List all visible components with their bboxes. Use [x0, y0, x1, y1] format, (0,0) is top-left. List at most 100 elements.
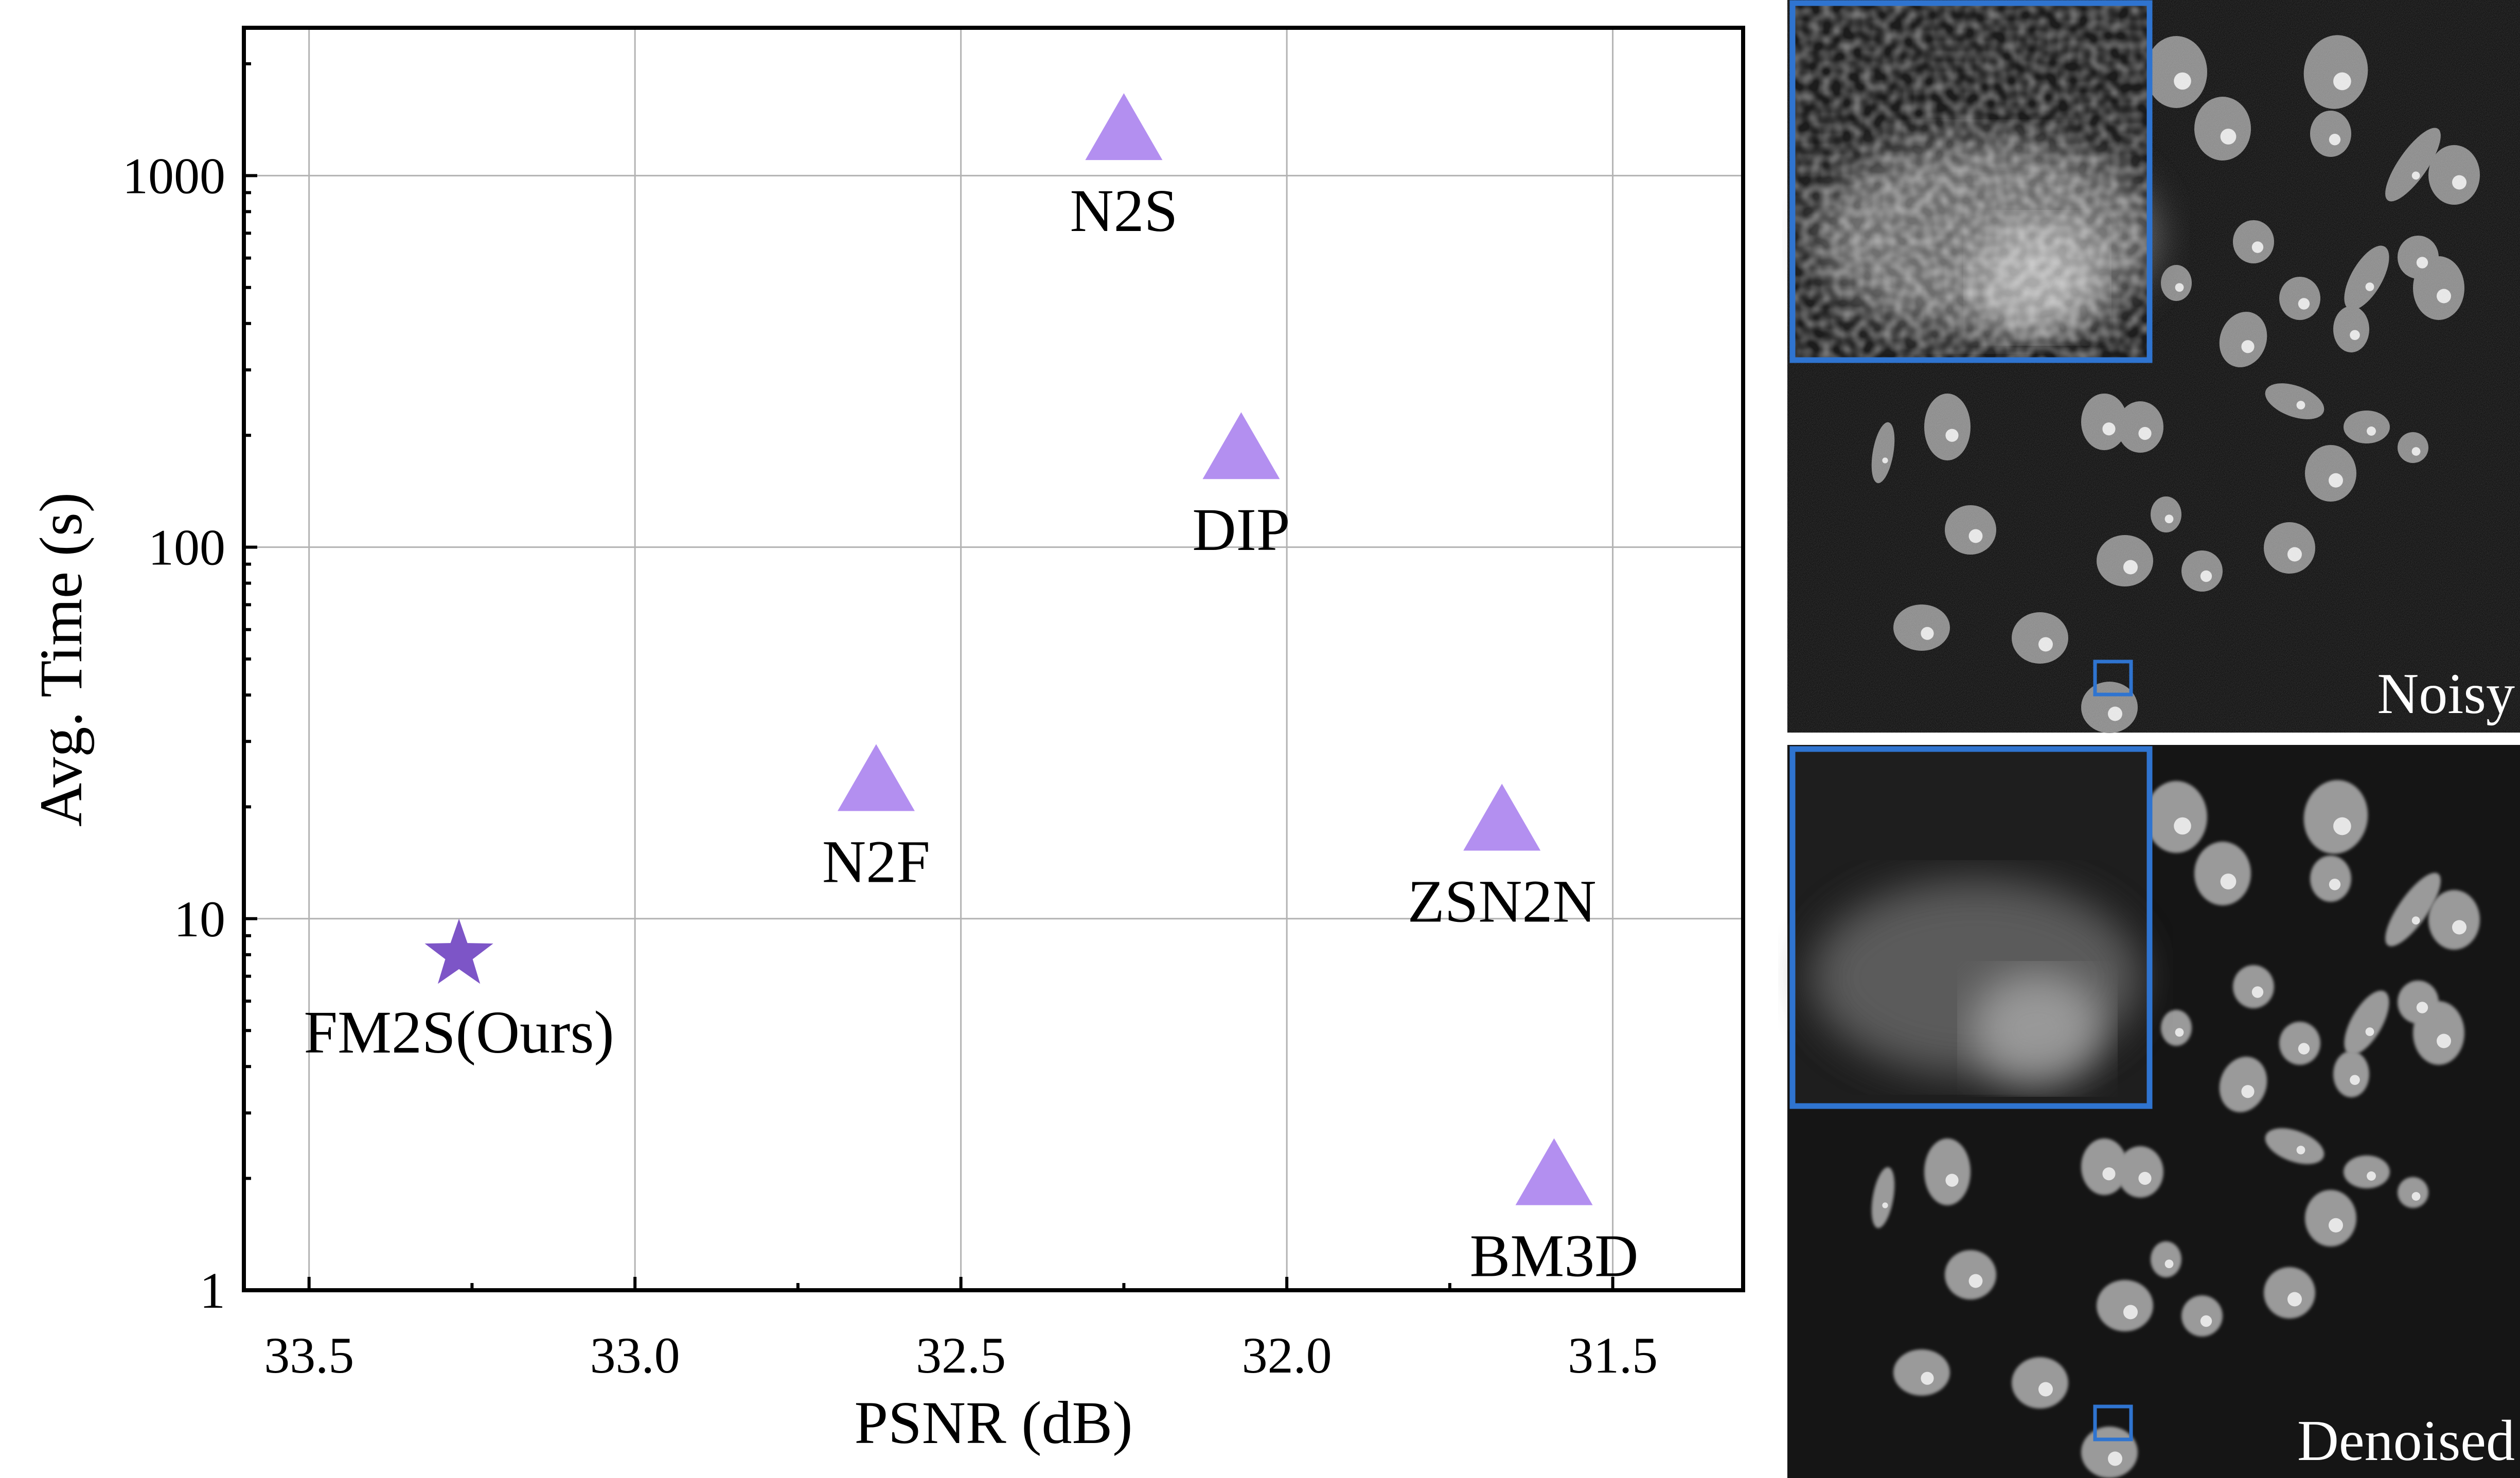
- x-tick-label: 32.5: [916, 1327, 1006, 1384]
- nucleus-spot: [2350, 1075, 2360, 1085]
- denoised-location-box: [2093, 1404, 2133, 1441]
- nucleus-spot: [2437, 1034, 2451, 1048]
- cell-nucleus: [2233, 965, 2274, 1008]
- point-label: BM3D: [1470, 1222, 1639, 1290]
- cell-nucleus: [2219, 1057, 2267, 1112]
- cell-nucleus: [1893, 1349, 1950, 1396]
- nucleus-spot: [2200, 1315, 2212, 1327]
- triangle-marker: [837, 744, 915, 811]
- cell-nucleus: [2264, 1267, 2315, 1319]
- denoised-image-panel: Denoised: [1787, 745, 2520, 1478]
- cell-nucleus: [2333, 1051, 2369, 1097]
- cell-nucleus: [2265, 1128, 2324, 1164]
- cell-nucleus: [2398, 981, 2439, 1024]
- nucleus-spot: [2329, 1218, 2343, 1233]
- nucleus-spot: [2329, 879, 2341, 891]
- cell-nucleus: [2279, 1022, 2320, 1065]
- cell-nucleus: [2145, 781, 2207, 853]
- nucleus-spot: [2452, 920, 2466, 935]
- triangle-marker: [1085, 93, 1163, 161]
- cell-nucleus: [1945, 1250, 1996, 1299]
- nucleus-spot: [2367, 1171, 2376, 1181]
- nucleus-spot: [2138, 1171, 2152, 1185]
- x-tick-label: 33.0: [590, 1327, 680, 1384]
- cell-nucleus: [2161, 1010, 2192, 1046]
- point-label: ZSN2N: [1408, 867, 1596, 935]
- nucleus-spot: [1882, 1202, 1888, 1208]
- x-axis-title: PSNR (dB): [855, 1389, 1133, 1456]
- nucleus-spot: [2220, 874, 2237, 889]
- nucleus-spot: [1945, 1173, 1959, 1187]
- point-label: N2S: [1070, 177, 1178, 244]
- grid: [244, 28, 1743, 1290]
- plot-frame: [242, 26, 1745, 1292]
- nucleus-spot: [2251, 986, 2264, 998]
- nucleus-spot: [2298, 1043, 2310, 1055]
- star-marker: [424, 918, 493, 984]
- cell-nucleus: [1924, 1138, 1971, 1205]
- denoised-inset-border: [1789, 746, 2153, 1109]
- cell-nucleus: [1871, 1167, 1895, 1228]
- nucleus-spot: [2108, 1451, 2122, 1466]
- triangle-marker: [1202, 412, 1280, 479]
- denoised-nuclei: [1871, 780, 2480, 1478]
- nucleus-spot: [2411, 916, 2420, 925]
- y-axis-ticks: 1 10 100 1000: [122, 62, 257, 1319]
- y-axis-title: Avg. Time (s): [27, 492, 95, 827]
- cell-nucleus: [2303, 780, 2368, 854]
- noisy-inset-border: [1789, 0, 2153, 363]
- cell-nucleus: [2097, 1280, 2153, 1331]
- y-tick-label: 1: [200, 1262, 225, 1319]
- nucleus-spot: [2123, 1305, 2138, 1320]
- nucleus-spot: [2164, 1259, 2174, 1269]
- cell-nucleus: [2428, 890, 2480, 950]
- cell-nucleus: [2012, 1357, 2068, 1409]
- nucleus-spot: [1968, 1274, 1983, 1288]
- cell-nucleus: [2151, 1241, 2181, 1277]
- point-label: N2F: [822, 828, 930, 896]
- cell-nucleus: [2398, 1177, 2428, 1208]
- point-bm3d: BM3D: [1470, 1138, 1639, 1290]
- point-n2f: N2F: [822, 744, 930, 896]
- y-tick-label: 100: [148, 519, 225, 576]
- point-zsn2n: ZSN2N: [1408, 783, 1596, 935]
- point-dip: DIP: [1192, 412, 1290, 563]
- noisy-zoom-inset: [1789, 0, 2156, 363]
- point-fm2s-ours: FM2S(Ours): [304, 918, 614, 1066]
- cell-nucleus: [2305, 1190, 2356, 1246]
- y-tick-label: 10: [174, 891, 225, 948]
- nucleus-spot: [2038, 1382, 2053, 1397]
- cell-nucleus: [2194, 842, 2251, 905]
- cell-nucleus: [2344, 990, 2389, 1055]
- cell-nucleus: [2385, 872, 2441, 947]
- nucleus-spot: [1921, 1372, 1934, 1385]
- cell-nucleus: [2310, 856, 2351, 902]
- denoised-caption: Denoised: [2297, 1409, 2515, 1473]
- y-tick-label: 1000: [122, 147, 225, 204]
- nucleus-spot: [2241, 1085, 2255, 1098]
- cell-nucleus: [2344, 1155, 2390, 1188]
- cell-nucleus: [2181, 1295, 2223, 1337]
- noisy-caption: Noisy: [2377, 662, 2515, 726]
- nucleus-spot: [2411, 1192, 2421, 1201]
- x-tick-label: 33.5: [264, 1327, 354, 1384]
- point-n2s: N2S: [1070, 93, 1178, 244]
- point-label: FM2S(Ours): [304, 999, 614, 1066]
- nucleus-spot: [2174, 817, 2191, 835]
- point-label: DIP: [1192, 496, 1290, 563]
- data-points: N2S DIP N2F ZSN2N FM2S(Ours) BM3D: [304, 93, 1639, 1290]
- noisy-image-panel: Noisy: [1787, 0, 2520, 733]
- x-tick-label: 32.0: [1242, 1327, 1332, 1384]
- cell-nucleus: [2117, 1146, 2163, 1198]
- nucleus-spot: [2333, 817, 2351, 835]
- nucleus-spot: [2296, 1146, 2305, 1154]
- denoised-zoom-inset: [1789, 746, 2153, 1109]
- nucleus-spot: [2175, 1028, 2184, 1037]
- triangle-marker: [1463, 783, 1541, 851]
- nucleus-spot: [2416, 1002, 2428, 1013]
- x-axis-ticks: 33.5 33.0 32.5 32.0 31.5: [264, 1277, 1658, 1384]
- noisy-location-box: [2093, 660, 2133, 697]
- nucleus-spot: [2102, 1167, 2116, 1181]
